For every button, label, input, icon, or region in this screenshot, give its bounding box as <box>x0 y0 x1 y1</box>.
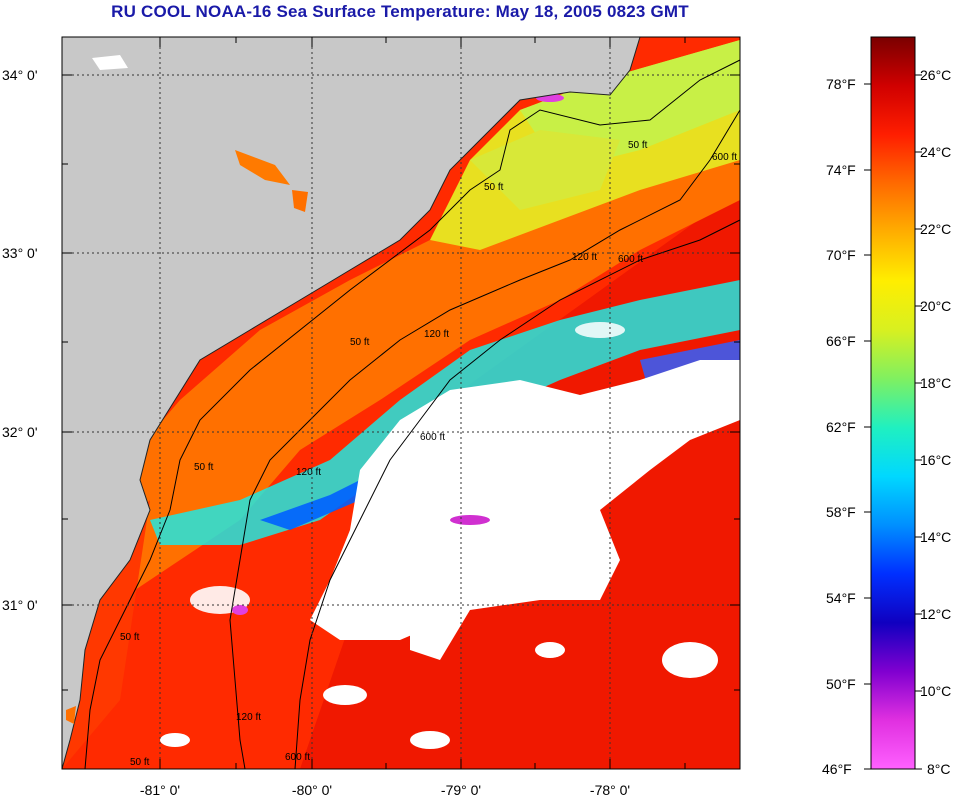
colorbar-f-label: 78°F <box>826 76 856 92</box>
lon-label: -81° 0' <box>140 782 180 798</box>
cool-water-plume <box>470 130 620 210</box>
contour-label: 50 ft <box>194 462 214 473</box>
colorbar-f-label: 46°F <box>822 761 852 777</box>
lat-label: 34° 0' <box>2 67 38 83</box>
cold-filament-blue <box>260 400 470 530</box>
colorbar-c-label: 14°C <box>920 529 951 545</box>
lon-label: -80° 0' <box>292 782 332 798</box>
inland-lake-2 <box>292 190 308 212</box>
coastline <box>62 37 641 769</box>
contour-120ft <box>229 109 741 770</box>
colorbar-c-label: 8°C <box>927 761 951 777</box>
colorbar-c-label: 22°C <box>920 221 951 237</box>
map-frame <box>61 36 741 770</box>
colorbar: 78°F 74°F 70°F 66°F 62°F 58°F 54°F 50°F … <box>822 36 951 777</box>
cloud-fragment-8 <box>575 322 625 338</box>
contour-label: 600 ft <box>285 752 310 763</box>
bathymetry-contours <box>84 59 741 770</box>
graticule <box>62 37 740 769</box>
contour-label: 600 ft <box>420 432 445 443</box>
colorbar-c-label: 12°C <box>920 606 951 622</box>
contour-50ft <box>84 59 741 770</box>
colorbar-f-label: 58°F <box>826 504 856 520</box>
lon-label: -79° 0' <box>441 782 481 798</box>
cloud-fragment-2 <box>323 685 367 705</box>
contour-label: 120 ft <box>236 712 261 723</box>
cloud-fragment-4 <box>535 642 565 658</box>
colorbar-c-label: 20°C <box>920 298 951 314</box>
contour-label: 50 ft <box>130 757 150 768</box>
cloud-mass <box>310 360 740 640</box>
cloud-fragment-6 <box>410 731 450 749</box>
colorbar-f-label: 66°F <box>826 333 856 349</box>
contour-label: 50 ft <box>484 182 504 193</box>
lon-label: -78° 0' <box>590 782 630 798</box>
colorbar-c-label: 24°C <box>920 144 951 160</box>
colorbar-ticks <box>864 74 922 770</box>
contour-label: 120 ft <box>424 329 449 340</box>
contour-label-group: 50 ft 120 ft 600 ft 50 ft 120 ft 600 ft … <box>120 140 737 768</box>
contour-label: 600 ft <box>618 254 643 265</box>
map-ticks <box>62 37 740 769</box>
contour-label: 120 ft <box>572 252 597 263</box>
inland-lake-1 <box>235 150 290 185</box>
contour-label: 50 ft <box>628 140 648 151</box>
inland-cloud-patch <box>92 55 128 70</box>
colorbar-scale <box>870 36 916 770</box>
cold-edge-magenta-2 <box>232 605 248 615</box>
cloud-fragment-7 <box>160 733 190 747</box>
cloud-fragment-3 <box>662 642 718 678</box>
lat-label: 31° 0' <box>2 597 38 613</box>
colorbar-c-label: 18°C <box>920 375 951 391</box>
contour-label: 120 ft <box>296 467 321 478</box>
cold-edge-magenta-1 <box>450 515 490 525</box>
lat-label: 33° 0' <box>2 245 38 261</box>
inland-lake-3 <box>66 706 76 724</box>
page-title: RU COOL NOAA-16 Sea Surface Temperature:… <box>111 2 689 21</box>
nearshore-band <box>62 500 150 769</box>
map-panel: 50 ft 120 ft 600 ft 50 ft 120 ft 600 ft … <box>2 36 741 798</box>
contour-label: 50 ft <box>120 632 140 643</box>
lat-label: 32° 0' <box>2 424 38 440</box>
cloud-fragment-1 <box>410 610 470 660</box>
colorbar-f-label: 70°F <box>826 247 856 263</box>
colorbar-f-label: 50°F <box>826 676 856 692</box>
colorbar-c-label: 26°C <box>920 67 951 83</box>
land-mass <box>62 37 640 769</box>
colorbar-c-label: 16°C <box>920 452 951 468</box>
colorbar-c-label: 10°C <box>920 683 951 699</box>
contour-label: 50 ft <box>350 337 370 348</box>
colorbar-f-label: 62°F <box>826 419 856 435</box>
contour-600ft <box>294 219 741 770</box>
contour-label: 600 ft <box>712 152 737 163</box>
colorbar-f-label: 74°F <box>826 162 856 178</box>
colorbar-f-label: 54°F <box>826 590 856 606</box>
